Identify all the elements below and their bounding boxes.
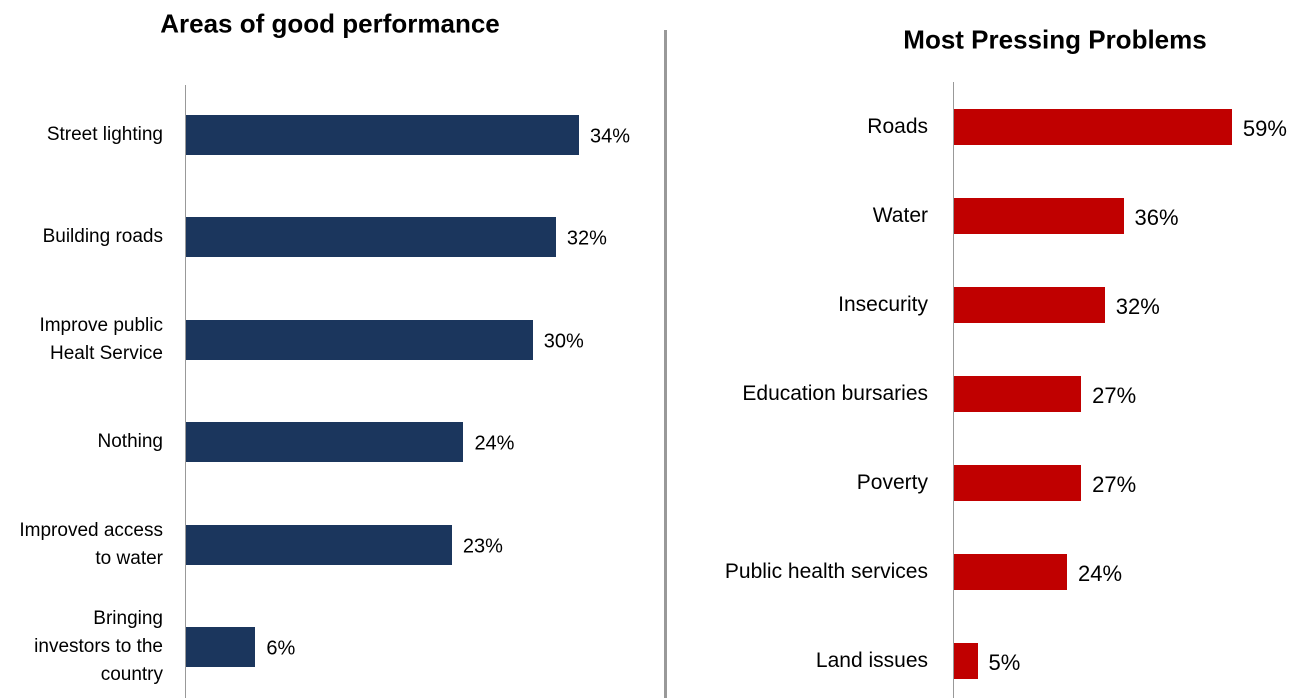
category-label: Improve public Healt Service xyxy=(39,314,163,364)
value-label: 32% xyxy=(566,227,607,250)
value-label: 32% xyxy=(1115,294,1160,319)
value-label: 27% xyxy=(1092,383,1137,408)
bar xyxy=(186,115,580,155)
bar xyxy=(954,465,1082,501)
category-label: Street lighting xyxy=(46,124,163,145)
chart-title: Areas of good performance xyxy=(160,8,500,39)
bar xyxy=(954,109,1232,145)
value-label: 24% xyxy=(474,432,515,455)
value-label: 6% xyxy=(266,637,296,660)
value-label: 30% xyxy=(543,330,584,353)
bar xyxy=(954,643,978,679)
category-label: Public health services xyxy=(724,560,928,583)
bar xyxy=(954,198,1124,234)
value-label: 5% xyxy=(988,650,1021,675)
category-label: Insecurity xyxy=(838,293,928,316)
value-label: 23% xyxy=(462,535,503,558)
category-label: Poverty xyxy=(856,471,928,494)
category-label: Bringing investors to the country xyxy=(34,608,163,685)
value-label: 36% xyxy=(1134,205,1179,230)
bar xyxy=(186,217,556,258)
value-label: 27% xyxy=(1092,472,1137,497)
bar xyxy=(954,376,1082,412)
bar xyxy=(186,422,464,463)
value-label: 24% xyxy=(1078,561,1123,586)
bar xyxy=(954,287,1105,323)
bar xyxy=(954,554,1068,590)
category-label: Land issues xyxy=(815,649,928,672)
divider xyxy=(664,30,667,698)
bar xyxy=(186,319,533,360)
category-label: Roads xyxy=(867,115,928,138)
category-label: Water xyxy=(872,204,928,227)
bar xyxy=(186,627,256,667)
value-label: 59% xyxy=(1242,116,1287,141)
category-label: Building roads xyxy=(42,226,163,248)
bar xyxy=(186,524,452,565)
chart-title: Most Pressing Problems xyxy=(903,24,1207,55)
category-label: Education bursaries xyxy=(742,382,928,405)
category-label: Nothing xyxy=(97,431,164,453)
axis-line xyxy=(185,85,186,698)
axis-line xyxy=(953,82,954,698)
value-label: 34% xyxy=(590,125,631,148)
category-label: Improved access to water xyxy=(19,519,163,569)
